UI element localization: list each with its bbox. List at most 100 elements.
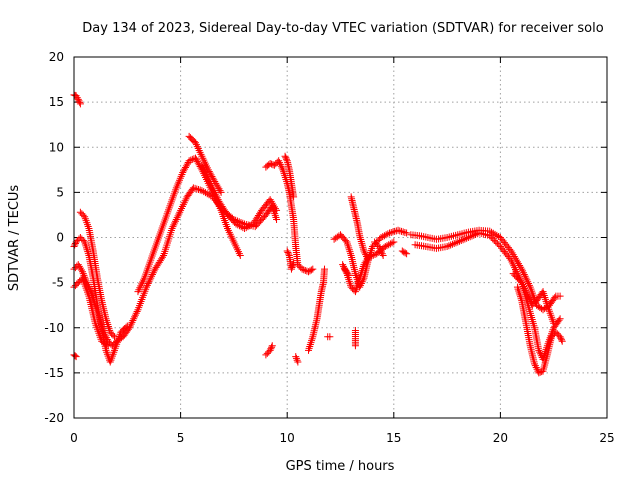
data-point [262, 351, 270, 359]
data-point [131, 313, 139, 321]
y-tick-label: 20 [49, 50, 64, 64]
data-point [282, 155, 290, 163]
data-point [148, 272, 156, 280]
data-point [454, 238, 462, 246]
data-point [79, 270, 87, 278]
data-point [206, 178, 214, 186]
data-point [386, 240, 394, 248]
data-point [198, 187, 206, 195]
data-point [75, 262, 83, 270]
data-point [224, 211, 232, 219]
data-point [273, 215, 281, 223]
data-point [526, 296, 534, 304]
data-point [295, 262, 303, 270]
data-point [450, 240, 458, 248]
data-point [180, 167, 188, 175]
x-tick-label: 15 [386, 431, 401, 445]
data-point [517, 263, 525, 271]
data-point [470, 231, 478, 239]
data-point [266, 196, 274, 204]
data-point [522, 274, 530, 282]
data-point [360, 261, 368, 269]
data-point [244, 223, 252, 231]
data-point [519, 269, 527, 277]
data-point [212, 190, 220, 198]
series-track-w [398, 247, 411, 258]
data-point [275, 157, 283, 165]
data-point [122, 323, 130, 331]
data-point [145, 278, 153, 286]
data-point [149, 269, 157, 277]
data-point [399, 228, 407, 236]
data-point [76, 98, 84, 106]
data-point [379, 233, 387, 241]
data-point [309, 265, 317, 273]
data-point [195, 185, 203, 193]
data-point [207, 171, 215, 179]
data-point [268, 343, 276, 351]
data-point [203, 172, 211, 180]
data-point [293, 356, 301, 364]
x-tick-label: 5 [177, 431, 185, 445]
data-point [74, 261, 82, 269]
data-point [550, 319, 558, 327]
data-point [557, 334, 565, 342]
data-point [272, 160, 280, 168]
data-point [361, 249, 369, 257]
data-point [530, 300, 538, 308]
data-point [267, 197, 275, 205]
data-point [73, 280, 81, 288]
data-point [487, 233, 495, 241]
data-point [457, 237, 465, 245]
data-point [76, 234, 84, 241]
data-point [71, 352, 79, 360]
data-point [347, 283, 355, 291]
series-track-k [281, 152, 298, 201]
data-point [401, 228, 409, 236]
data-point [368, 243, 376, 251]
data-point [267, 345, 275, 353]
data-point [377, 234, 385, 241]
data-point [292, 354, 300, 362]
data-point [535, 346, 543, 354]
series-track-q [330, 226, 411, 291]
data-point [452, 239, 460, 247]
data-point [269, 161, 277, 169]
data-point [290, 259, 298, 267]
data-point [486, 232, 494, 240]
data-point [268, 199, 276, 207]
data-point [143, 281, 151, 289]
data-point [379, 252, 387, 260]
data-point [521, 272, 529, 280]
data-point [383, 242, 391, 250]
data-point [372, 240, 380, 248]
data-point [384, 230, 392, 238]
data-point [282, 154, 290, 162]
series-track-z [513, 283, 566, 377]
data-point [375, 243, 383, 251]
data-point [127, 320, 135, 328]
y-tick-label: -20 [44, 411, 64, 425]
data-point [215, 185, 223, 193]
data-point [78, 235, 86, 243]
data-point [364, 256, 372, 264]
data-point [532, 363, 540, 371]
data-point [489, 229, 497, 237]
data-point [377, 246, 385, 254]
data-point [158, 253, 166, 261]
data-point [73, 94, 81, 102]
data-point [109, 331, 117, 339]
data-point [108, 330, 116, 338]
data-point [206, 179, 214, 187]
data-point [381, 243, 389, 251]
data-point [553, 330, 561, 338]
data-point [360, 247, 368, 255]
data-point [512, 273, 520, 281]
plot-border [73, 56, 608, 419]
data-point [289, 262, 297, 270]
data-point [111, 333, 119, 341]
series-track-n [292, 353, 302, 366]
data-point [519, 267, 527, 275]
data-point [524, 278, 532, 286]
